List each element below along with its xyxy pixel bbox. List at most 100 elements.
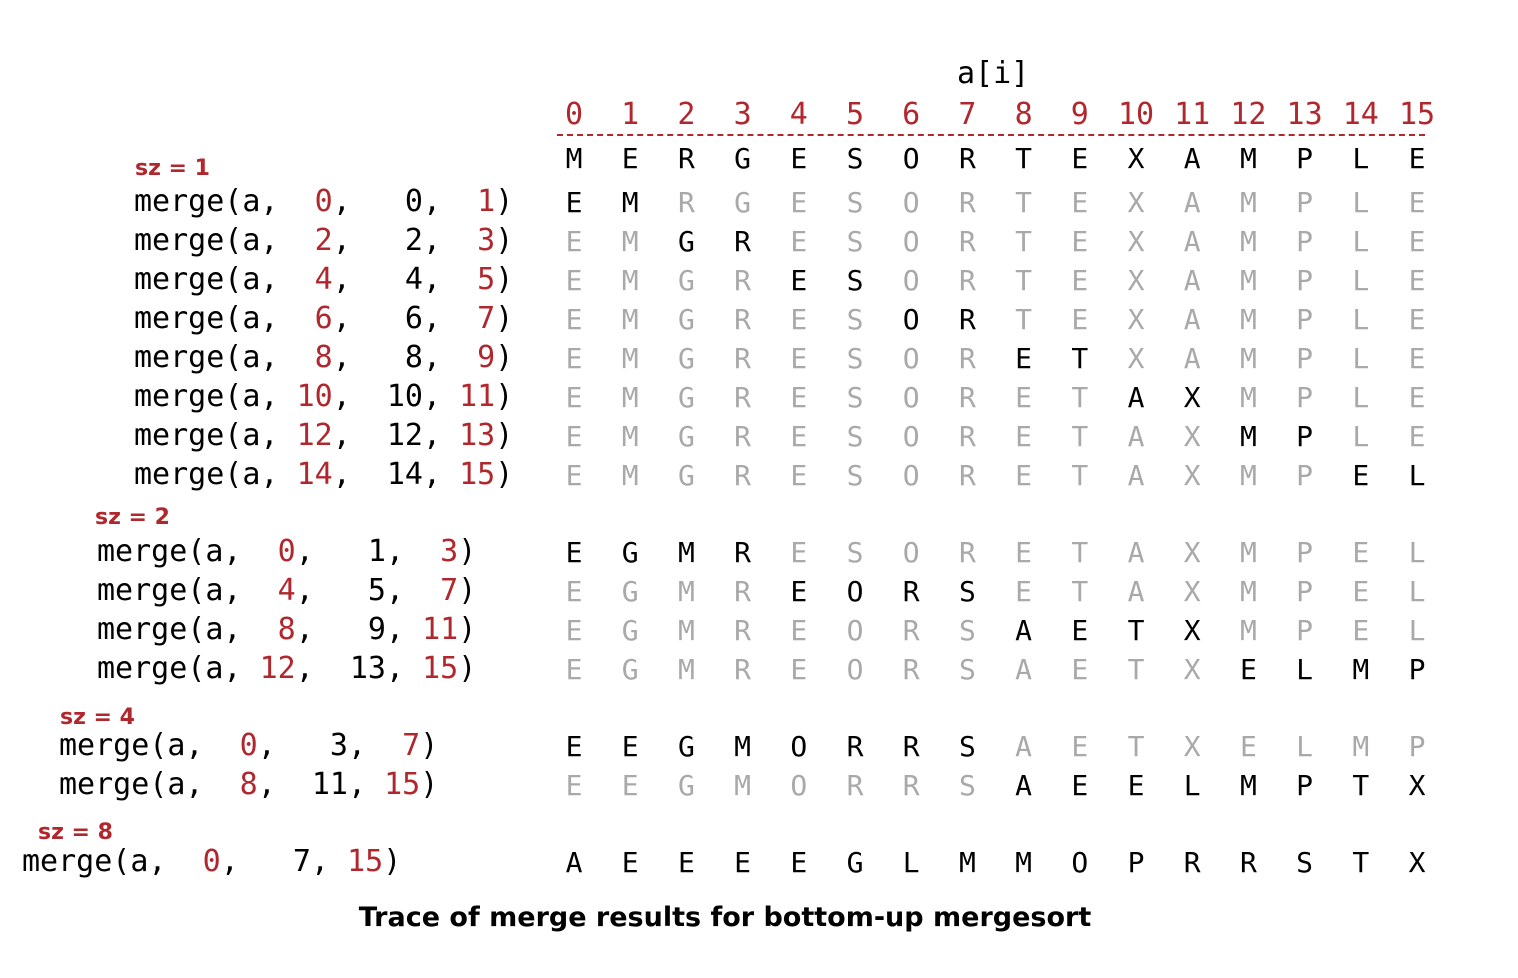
- array-cell: R: [846, 730, 864, 763]
- merge-call: merge(a, 2, 2, 3): [134, 226, 513, 256]
- array-cell: A: [1183, 225, 1201, 258]
- array-cell: S: [846, 303, 864, 336]
- size-label: sz = 4: [60, 705, 135, 730]
- index-label: 9: [1070, 97, 1089, 132]
- call-comma: ,: [423, 223, 460, 258]
- array-cell: G: [677, 264, 695, 297]
- call-comma: ,: [295, 651, 332, 686]
- array-cell: X: [1183, 653, 1201, 686]
- array-cell: P: [1296, 420, 1314, 453]
- array-cell: E: [565, 303, 583, 336]
- array-cell: E: [565, 575, 583, 608]
- array-cell: P: [1296, 614, 1314, 647]
- call-lo: 6: [296, 301, 333, 336]
- call-prefix: merge(a,: [134, 262, 297, 297]
- array-cell: S: [958, 730, 976, 763]
- array-cell: E: [1015, 381, 1033, 414]
- array-cell: R: [902, 614, 920, 647]
- array-cell: R: [958, 420, 976, 453]
- array-cell: M: [621, 303, 639, 336]
- array-cell: M: [1239, 459, 1257, 492]
- array-cell: M: [1239, 381, 1257, 414]
- array-cell: E: [677, 846, 695, 879]
- array-cell: O: [902, 186, 920, 219]
- array-cell: X: [1127, 225, 1145, 258]
- array-cell: E: [621, 846, 639, 879]
- call-mid: 8: [368, 340, 423, 375]
- array-cell: A: [1127, 420, 1145, 453]
- array-cell: X: [1127, 142, 1145, 175]
- array-cell: E: [565, 536, 583, 569]
- array-cell: E: [1015, 420, 1033, 453]
- array-cell: R: [846, 769, 864, 802]
- array-cell: S: [846, 381, 864, 414]
- call-hi: 15: [347, 844, 384, 879]
- array-cell: T: [1071, 575, 1089, 608]
- array-cell: S: [846, 264, 864, 297]
- call-close: ): [495, 184, 514, 219]
- array-cell: E: [1015, 459, 1033, 492]
- call-close: ): [495, 457, 514, 492]
- call-comma: ,: [423, 340, 460, 375]
- array-cell: G: [677, 730, 695, 763]
- call-hi: 3: [459, 223, 496, 258]
- array-cell: A: [1015, 614, 1033, 647]
- array-cell: E: [1408, 303, 1426, 336]
- merge-call: merge(a, 6, 6, 7): [134, 304, 513, 334]
- array-cell: G: [734, 186, 752, 219]
- call-comma: ,: [332, 340, 369, 375]
- array-cell: P: [1296, 303, 1314, 336]
- index-label: 1: [621, 97, 640, 132]
- array-cell: T: [1015, 186, 1033, 219]
- array-cell: R: [1183, 846, 1201, 879]
- call-prefix: merge(a,: [134, 379, 297, 414]
- array-cell: M: [1239, 614, 1257, 647]
- array-cell: L: [1408, 614, 1426, 647]
- array-cell: E: [1071, 264, 1089, 297]
- array-cell: P: [1296, 186, 1314, 219]
- array-cell: X: [1183, 381, 1201, 414]
- merge-call: merge(a, 12, 12, 13): [134, 421, 513, 451]
- size-label: sz = 2: [95, 505, 170, 530]
- array-cell: L: [1352, 142, 1370, 175]
- array-cell: R: [734, 303, 752, 336]
- call-close: ): [495, 262, 514, 297]
- call-comma: ,: [332, 418, 369, 453]
- merge-call: merge(a, 8, 8, 9): [134, 343, 513, 373]
- array-cell: G: [621, 536, 639, 569]
- array-cell: S: [846, 459, 864, 492]
- array-cell: L: [1352, 342, 1370, 375]
- call-comma: ,: [386, 534, 423, 569]
- array-cell: O: [902, 142, 920, 175]
- call-close: ): [458, 651, 477, 686]
- merge-call: merge(a, 0, 0, 1): [134, 187, 513, 217]
- array-cell: O: [902, 381, 920, 414]
- call-mid: 6: [368, 301, 423, 336]
- call-lo: 0: [259, 534, 296, 569]
- index-label: 11: [1174, 97, 1211, 132]
- call-lo: 8: [221, 767, 258, 802]
- merge-call: merge(a, 14, 14, 15): [134, 460, 513, 490]
- array-cell: P: [1296, 769, 1314, 802]
- call-mid: 10: [368, 379, 423, 414]
- array-cell: G: [677, 769, 695, 802]
- array-cell: E: [790, 264, 808, 297]
- call-close: ): [495, 379, 514, 414]
- call-comma: ,: [332, 223, 369, 258]
- array-cell: L: [1408, 575, 1426, 608]
- array-cell: E: [790, 846, 808, 879]
- array-cell: X: [1408, 769, 1426, 802]
- array-cell: S: [846, 536, 864, 569]
- array-cell: S: [958, 614, 976, 647]
- array-cell: R: [958, 536, 976, 569]
- array-cell: L: [1352, 186, 1370, 219]
- array-cell: E: [1408, 142, 1426, 175]
- array-cell: X: [1183, 420, 1201, 453]
- index-label: 13: [1286, 97, 1323, 132]
- merge-call: merge(a, 0, 3, 7): [59, 731, 438, 761]
- call-prefix: merge(a,: [134, 340, 297, 375]
- array-cell: M: [677, 614, 695, 647]
- array-cell: O: [902, 420, 920, 453]
- array-cell: X: [1127, 186, 1145, 219]
- call-mid: 1: [331, 534, 386, 569]
